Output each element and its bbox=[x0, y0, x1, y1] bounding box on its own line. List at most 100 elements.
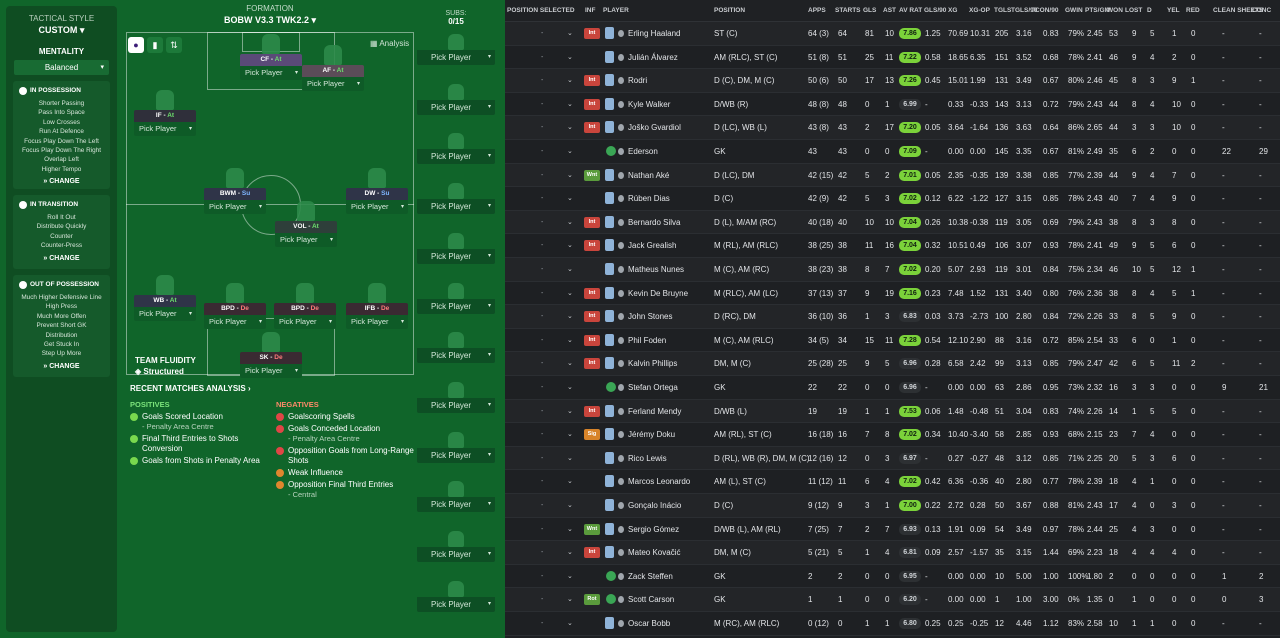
column-header[interactable]: D bbox=[1147, 7, 1152, 14]
position-selected-value[interactable]: - bbox=[541, 454, 544, 462]
player-name[interactable]: Ferland Mendy bbox=[628, 406, 682, 416]
column-header[interactable]: GWIN bbox=[1065, 7, 1083, 14]
player-view-button[interactable]: ● bbox=[128, 37, 144, 53]
table-row[interactable]: - ⌄ - Julián Álvarez AM (RLC), ST (C) 7.22 51 … bbox=[505, 45, 1280, 70]
pick-player-dropdown[interactable]: Pick Player ▾ bbox=[417, 497, 495, 513]
table-row[interactable]: - ⌄ - Int Rodri D (C), DM, M (C) 7.26 50 (6) 50 1… bbox=[505, 69, 1280, 93]
position-selected-value[interactable]: - bbox=[541, 148, 544, 155]
chevron-down-icon[interactable]: ⌄ bbox=[567, 148, 573, 155]
instruction-item[interactable]: Higher Tempo bbox=[41, 165, 82, 173]
pick-player-dropdown[interactable]: Pick Player ▾ bbox=[417, 547, 495, 562]
chevron-down-icon[interactable]: ⌄ bbox=[567, 218, 573, 226]
chevron-down-icon[interactable]: ⌄ bbox=[567, 242, 573, 250]
chevron-down-icon[interactable]: ⌄ bbox=[567, 572, 573, 580]
sub-slot[interactable]: Pick Player ▾ bbox=[417, 332, 495, 364]
player-name[interactable]: Rúben Dias bbox=[628, 194, 670, 204]
instruction-item[interactable]: Distribution bbox=[45, 331, 78, 339]
pick-player-dropdown[interactable]: Pick Player ▾ bbox=[275, 233, 337, 247]
position-selected-value[interactable]: - bbox=[541, 218, 544, 226]
pick-player-dropdown[interactable]: Pick Player ▾ bbox=[302, 77, 364, 91]
table-row[interactable]: - ⌄ - Int Bernardo Silva D (L), M/AM (RC) 7.04… bbox=[505, 210, 1280, 235]
player-name[interactable]: Bernardo Silva bbox=[628, 217, 681, 227]
column-header[interactable]: POSITION bbox=[714, 7, 746, 14]
sub-slot[interactable]: Pick Player ▾ bbox=[417, 232, 495, 264]
instruction-item[interactable]: Much More Offen bbox=[36, 312, 87, 320]
position-selected-value[interactable]: - bbox=[541, 572, 544, 580]
column-header[interactable]: AST bbox=[883, 7, 896, 14]
pick-player-dropdown[interactable]: Pick Player ▾ bbox=[417, 596, 495, 612]
position-selected-value[interactable]: - bbox=[541, 100, 544, 108]
instruction-item[interactable]: Counter bbox=[50, 232, 73, 240]
chevron-down-icon[interactable]: ⌄ bbox=[567, 195, 573, 203]
mentality-select[interactable]: Balanced ▾ bbox=[14, 60, 109, 75]
instruction-item[interactable]: Low Crosses bbox=[43, 118, 80, 126]
sub-slot[interactable]: Pick Player ▾ bbox=[417, 34, 495, 65]
chevron-down-icon[interactable]: ⌄ bbox=[567, 289, 573, 297]
player-name[interactable]: Jack Grealish bbox=[628, 241, 677, 251]
player-name[interactable]: Rodri bbox=[628, 76, 648, 86]
instruction-item[interactable]: Overlap Left bbox=[44, 156, 79, 164]
column-header[interactable]: YEL bbox=[1167, 7, 1180, 14]
pick-player-dropdown[interactable]: Pick Player ▾ bbox=[417, 447, 495, 463]
pick-player-dropdown[interactable]: Pick Player ▾ bbox=[346, 200, 408, 214]
table-row[interactable]: - ⌄ - Wnt Sergio Gómez D/WB (L), AM (RL) 6.93 7… bbox=[505, 517, 1280, 542]
column-header[interactable]: APPS bbox=[808, 7, 826, 14]
instruction-item[interactable]: Counter-Press bbox=[40, 242, 83, 250]
position-selected-value[interactable]: - bbox=[541, 502, 544, 509]
position-selected-value[interactable]: - bbox=[541, 124, 544, 132]
column-header[interactable]: TGLS/90 bbox=[1011, 7, 1038, 14]
instruction-item[interactable]: Pass Into Space bbox=[38, 109, 85, 117]
pick-player-dropdown[interactable]: Pick Player ▾ bbox=[240, 364, 302, 378]
chevron-down-icon[interactable]: ⌄ bbox=[567, 384, 573, 391]
player-name[interactable]: Oscar Bobb bbox=[628, 619, 671, 628]
recent-matches-analysis-link[interactable]: RECENT MATCHES ANALYSIS › bbox=[130, 384, 251, 393]
pick-player-dropdown[interactable]: Pick Player ▾ bbox=[346, 315, 408, 329]
instruction-item[interactable]: Run At Defence bbox=[39, 128, 84, 136]
pick-player-dropdown[interactable]: Pick Player ▾ bbox=[417, 199, 495, 215]
player-name[interactable]: Rico Lewis bbox=[628, 453, 667, 463]
chevron-down-icon[interactable]: ⌄ bbox=[567, 620, 573, 627]
instruction-item[interactable]: Focus Play Down The Left bbox=[24, 137, 99, 145]
position-selected-value[interactable]: - bbox=[541, 195, 544, 203]
table-row[interactable]: - ⌄ - Int Phil Foden M (C), AM (RLC) 7.28 34 (5… bbox=[505, 328, 1280, 353]
pick-player-dropdown[interactable]: Pick Player ▾ bbox=[134, 307, 196, 321]
position-selected-value[interactable]: - bbox=[541, 549, 544, 557]
pick-player-dropdown[interactable]: Pick Player ▾ bbox=[417, 298, 495, 314]
column-header[interactable]: CLEAN SHEETS bbox=[1213, 7, 1264, 14]
player-name[interactable]: Kevin De Bruyne bbox=[628, 288, 689, 298]
player-name[interactable]: Mateo Kovačić bbox=[628, 548, 681, 558]
sub-slot[interactable]: Pick Player ▾ bbox=[417, 580, 495, 612]
position-selected-value[interactable]: - bbox=[541, 384, 544, 391]
chevron-down-icon[interactable]: ⌄ bbox=[567, 124, 573, 132]
position-slot[interactable]: DW - Su Pick Player ▾ bbox=[346, 168, 408, 214]
table-row[interactable]: - ⌄ - Int Erling Haaland ST (C) 7.86 64 (3) 64 81… bbox=[505, 22, 1280, 46]
instruction-item[interactable]: Much Higher Defensive Line bbox=[21, 294, 102, 301]
position-selected-value[interactable]: - bbox=[541, 30, 544, 37]
table-row[interactable]: -⌄-Stefan OrtegaGK6.96222200-0.000.00632… bbox=[505, 376, 1280, 400]
position-slot[interactable]: AF - At Pick Player ▾ bbox=[302, 45, 364, 91]
player-name[interactable]: Gonçalo Inácio bbox=[628, 501, 682, 510]
pick-player-dropdown[interactable]: Pick Player ▾ bbox=[417, 99, 495, 115]
position-selected-value[interactable]: - bbox=[541, 478, 544, 486]
position-slot[interactable]: WB - At Pick Player ▾ bbox=[134, 275, 196, 321]
chevron-down-icon[interactable]: ⌄ bbox=[567, 360, 573, 368]
chevron-down-icon[interactable]: ⌄ bbox=[567, 549, 573, 557]
position-selected-value[interactable]: - bbox=[541, 336, 544, 344]
position-selected-value[interactable]: - bbox=[541, 360, 544, 368]
pick-player-dropdown[interactable]: Pick Player ▾ bbox=[417, 50, 495, 65]
player-name[interactable]: Jérémy Doku bbox=[628, 430, 676, 440]
pick-player-dropdown[interactable]: Pick Player ▾ bbox=[240, 66, 302, 80]
position-selected-value[interactable]: - bbox=[541, 431, 544, 439]
table-row[interactable]: - ⌄ - Oscar Bobb M (RC), AM (RLC) 6.80 0 (12) 0… bbox=[505, 612, 1280, 636]
sub-slot[interactable]: Pick Player ▾ bbox=[417, 183, 495, 215]
instruction-item[interactable]: Step Up More bbox=[41, 350, 82, 358]
player-name[interactable]: Erling Haaland bbox=[628, 29, 681, 38]
table-row[interactable]: - ⌄ - Int John Stones D (RC), DM 6.83 36 (10) 36… bbox=[505, 305, 1280, 329]
table-row[interactable]: -⌄-Zack SteffenGK6.952200-0.000.00105.00… bbox=[505, 564, 1280, 589]
position-selected-value[interactable]: - bbox=[541, 313, 544, 321]
instruction-item[interactable]: Roll It Out bbox=[47, 214, 76, 221]
position-slot[interactable]: SK - De Pick Player ▾ bbox=[240, 332, 302, 378]
sub-slot[interactable]: Pick Player ▾ bbox=[417, 83, 495, 115]
